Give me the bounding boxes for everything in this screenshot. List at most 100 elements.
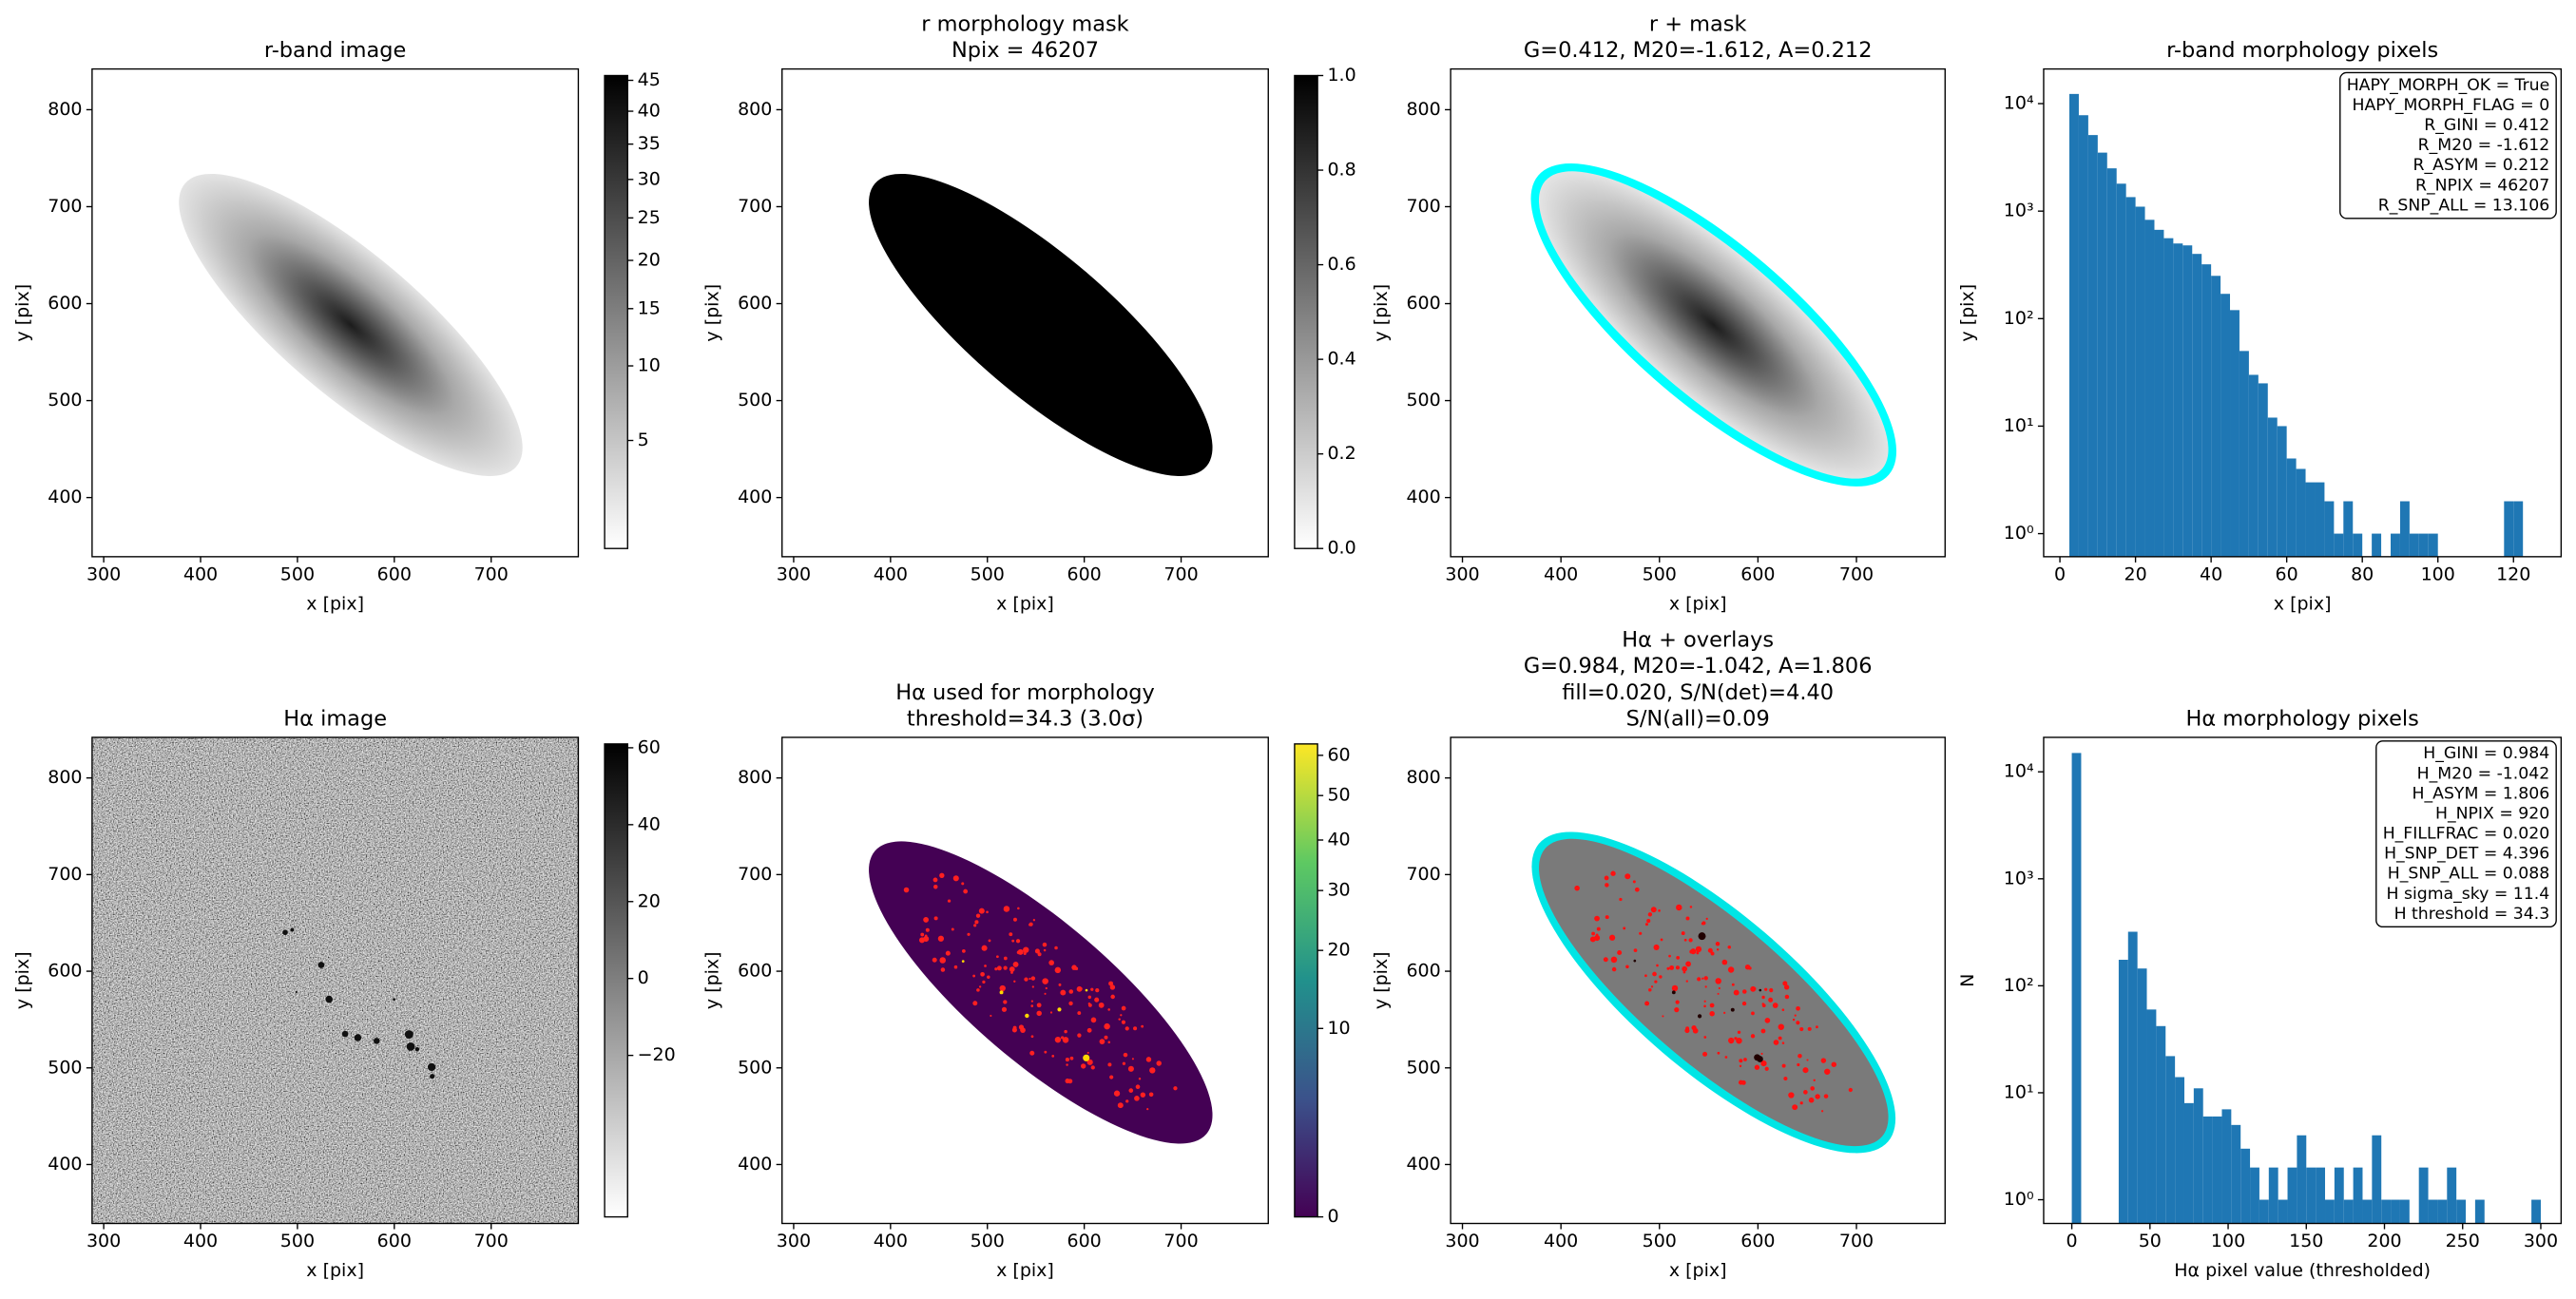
image-feature — [1003, 1000, 1008, 1004]
axes-frame — [1450, 67, 1946, 558]
colorbar-tick-label: 60 — [638, 736, 661, 757]
image-feature — [1750, 1034, 1756, 1039]
image-feature — [1591, 931, 1595, 936]
image-feature — [1698, 932, 1706, 941]
y-tick-label: 700 — [48, 864, 82, 885]
hist-bar — [2118, 960, 2128, 1224]
image-feature — [1724, 1056, 1728, 1059]
y-tick-label: 500 — [1406, 390, 1440, 411]
y-tick-label: 400 — [738, 487, 772, 507]
y-tick-label: 600 — [738, 961, 772, 982]
image-feature — [1054, 946, 1058, 950]
colorbar-tick-label: 0.6 — [1327, 254, 1355, 275]
x-tick-label: 700 — [1163, 564, 1198, 584]
image-feature — [1743, 1058, 1747, 1061]
axes-frame — [91, 736, 580, 1225]
image-feature — [1781, 1063, 1786, 1068]
panel-title: r-band image — [264, 38, 406, 63]
image-feature — [1848, 1087, 1853, 1093]
x-tick-label: 600 — [377, 564, 412, 584]
image-feature — [1605, 915, 1609, 920]
plot-area — [91, 736, 579, 1224]
colorbar-tick-label: 20 — [638, 890, 661, 911]
y-tick-label: 400 — [48, 1154, 82, 1175]
colorbar-tick-label: 15 — [638, 297, 661, 318]
image-feature — [939, 872, 945, 878]
image-feature — [1594, 935, 1601, 942]
x-tick-label: 40 — [2200, 564, 2222, 584]
image-feature — [1727, 966, 1735, 973]
image-feature — [1658, 909, 1661, 912]
hist-bar — [2474, 1199, 2485, 1224]
hist-bar — [2391, 1199, 2400, 1224]
image-feature — [1792, 1104, 1798, 1111]
hist-bar — [2146, 1009, 2157, 1224]
image-feature — [1009, 932, 1013, 937]
image-feature — [1594, 915, 1600, 922]
annotation-line: R_SNP_ALL = 13.106 — [2378, 196, 2549, 215]
hist-bar — [2116, 183, 2126, 557]
colorbar-tick-label: 40 — [1327, 829, 1350, 850]
image-feature — [1753, 986, 1757, 991]
hist-bar — [2071, 753, 2082, 1224]
image-feature — [1760, 1060, 1767, 1067]
image-feature — [1036, 1003, 1042, 1008]
colorbar-tick-label: −20 — [638, 1044, 676, 1065]
colorbar-tick-label: 0.0 — [1327, 538, 1355, 559]
image-feature — [1717, 1051, 1721, 1055]
image-feature — [1684, 1028, 1690, 1034]
x-tick-label: 600 — [1740, 564, 1775, 584]
axes-frame — [781, 736, 1269, 1225]
image-feature — [1639, 931, 1643, 935]
image-feature — [1676, 904, 1682, 911]
y-axis-label: y [pix] — [702, 951, 723, 1009]
image-feature — [1797, 1062, 1800, 1067]
x-tick-label: 700 — [474, 1231, 509, 1251]
image-feature — [976, 988, 980, 992]
hist-bar — [2231, 1124, 2241, 1224]
image-feature — [1783, 1077, 1788, 1081]
hist-bar — [2334, 1167, 2344, 1224]
image-feature — [1145, 1057, 1152, 1062]
x-tick-label: 400 — [1544, 1231, 1578, 1251]
image-feature — [1737, 1030, 1741, 1035]
x-tick-label: 700 — [1839, 564, 1874, 584]
image-feature — [1625, 965, 1629, 969]
image-feature — [1784, 994, 1790, 1000]
image-feature — [1760, 1052, 1763, 1056]
x-tick-label: 400 — [183, 564, 218, 584]
y-tick-label: 500 — [1406, 1057, 1440, 1078]
image-feature — [1690, 948, 1697, 955]
annotation-line: H_SNP_DET = 4.396 — [2384, 845, 2549, 864]
image-feature — [982, 980, 986, 984]
axes-frame — [781, 67, 1269, 558]
image-feature — [1671, 990, 1676, 995]
image-feature — [978, 907, 985, 914]
image-feature — [932, 957, 937, 963]
x-tick-label: 600 — [1740, 1231, 1775, 1251]
image-feature — [988, 939, 991, 943]
annotation-line: H threshold = 34.3 — [2394, 905, 2550, 924]
hist-bar — [2306, 1167, 2316, 1224]
x-axis-label: x [pix] — [306, 593, 364, 614]
image-feature — [1043, 948, 1047, 952]
panel-title: S/N(all)=0.09 — [1626, 706, 1770, 731]
annotation-line: R_ASYM = 0.212 — [2413, 156, 2550, 175]
panel-title: fill=0.020, S/N(det)=4.40 — [1562, 680, 1834, 705]
image-feature — [1121, 1005, 1126, 1011]
hist-bar — [2182, 245, 2193, 557]
colorbar-tick-label: 20 — [638, 250, 661, 271]
image-feature — [430, 1074, 435, 1079]
hist-bar — [2447, 1167, 2457, 1224]
y-tick-label: 600 — [48, 293, 82, 314]
image-feature — [1792, 1018, 1796, 1022]
image-feature — [1003, 956, 1008, 961]
image-feature — [1723, 1011, 1726, 1014]
hist-bar — [2316, 1167, 2326, 1224]
colorbar-tick-label: 5 — [638, 430, 649, 450]
noise-image — [91, 736, 579, 1224]
colorbar-tick-label: 0.4 — [1327, 349, 1355, 370]
image-feature — [932, 877, 938, 883]
image-feature — [1788, 1092, 1795, 1098]
